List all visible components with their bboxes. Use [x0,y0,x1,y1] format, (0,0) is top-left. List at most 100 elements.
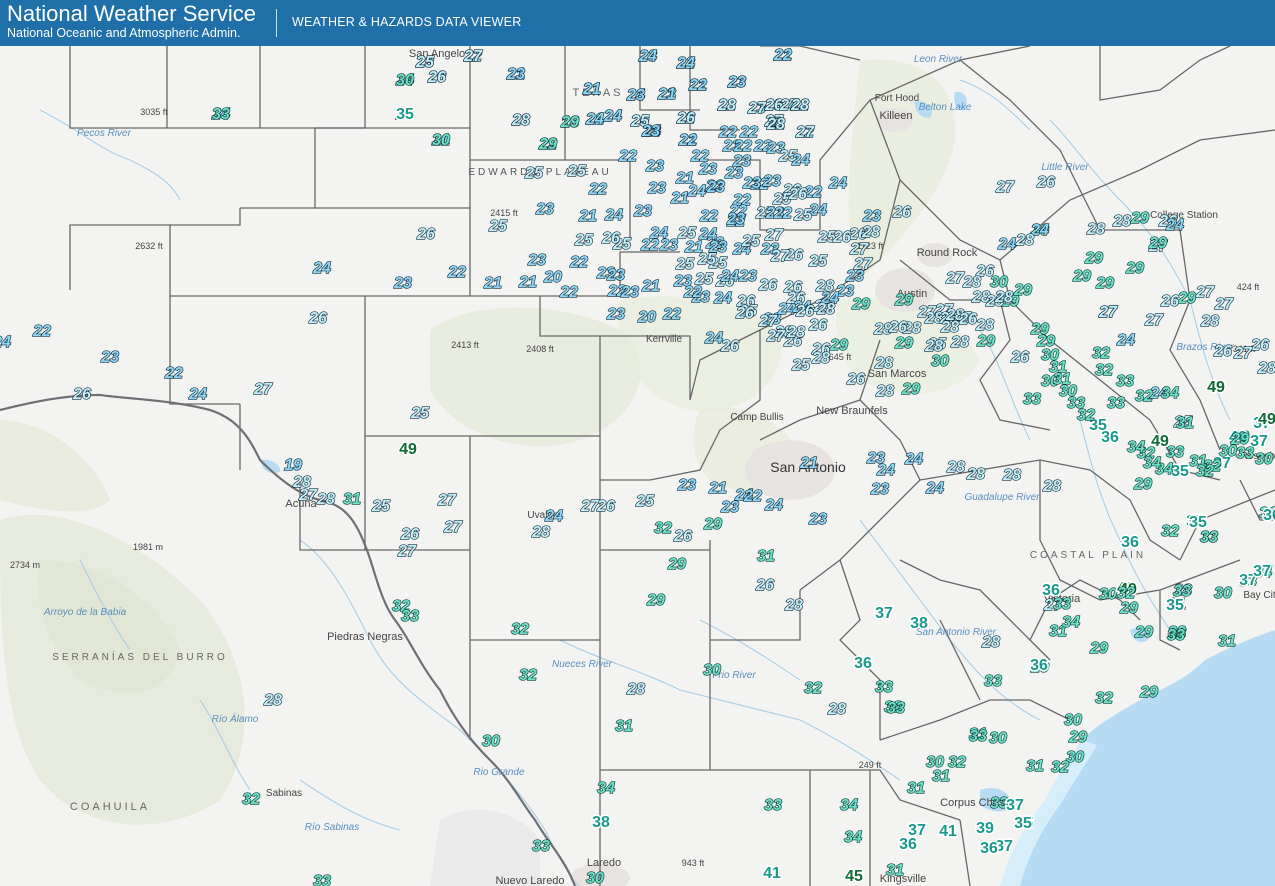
observation-marker[interactable]: 22 [558,283,578,301]
observation-marker[interactable]: 26 [787,185,807,203]
observation-marker[interactable]: 22 [639,236,659,254]
observation-marker[interactable]: 21 [505,65,525,83]
observation-marker[interactable]: 25 [523,164,544,182]
observation-marker[interactable]: 33 [211,105,230,123]
observation-marker[interactable]: 28 [1001,466,1021,484]
observation-marker[interactable]: 23 [741,174,761,192]
observation-marker[interactable]: 28 [1014,231,1034,249]
observation-marker[interactable]: 23 [765,139,785,157]
observation-marker[interactable]: 27 [852,255,873,273]
observation-marker[interactable]: 23 [807,510,827,528]
observation-marker[interactable]: 23 [632,202,652,220]
observation-marker[interactable]: 31 [1048,622,1067,640]
observation-marker[interactable]: 25 [1172,413,1193,431]
observation-marker[interactable]: 28 [860,223,880,241]
observation-marker[interactable]: 49 [1118,580,1139,600]
observation-marker[interactable]: 23 [834,282,854,300]
observation-marker[interactable]: 26 [782,278,802,296]
observation-marker[interactable]: 26 [847,225,867,243]
observation-marker[interactable]: 22 [732,137,752,155]
observation-marker[interactable]: 28 [923,337,943,355]
observation-marker[interactable]: 23 [844,267,864,285]
observation-marker[interactable]: 28 [939,318,959,336]
observation-marker[interactable]: 28 [901,319,921,337]
observation-marker[interactable]: 31 [1188,452,1207,470]
observation-marker[interactable]: 37 [1238,571,1259,591]
observation-marker[interactable]: 26 [600,229,620,247]
observation-marker[interactable]: 24 [675,54,695,72]
observation-marker[interactable]: 27 [579,497,600,515]
observation-marker[interactable]: 32 [947,753,966,771]
observation-marker[interactable]: 31 [756,547,775,565]
observation-marker[interactable]: 24 [1148,384,1168,402]
observation-marker[interactable]: 24 [311,259,331,277]
observation-marker[interactable]: 23 [1229,428,1249,446]
observation-marker[interactable]: 29 [1133,623,1153,641]
observation-marker[interactable]: 35 [1165,596,1186,616]
observation-marker[interactable]: 31 [906,779,925,797]
observation-marker[interactable]: 33 [968,727,987,745]
observation-marker[interactable]: 36 [1120,533,1141,553]
observation-marker[interactable]: 34 [1160,384,1179,402]
observation-marker[interactable]: 26 [735,292,755,310]
observation-marker[interactable]: 26 [1159,292,1179,310]
observation-marker[interactable]: 24 [703,329,723,347]
observation-marker[interactable]: 23 [510,111,530,129]
observation-marker[interactable]: 21 [687,76,707,94]
observation-marker[interactable]: 29 [1138,683,1158,701]
observation-marker[interactable]: 25 [812,297,833,315]
observation-marker[interactable]: 22 [725,212,745,230]
observation-marker[interactable]: 33 [1052,595,1071,613]
observation-marker[interactable]: 29 [1094,274,1114,292]
observation-marker[interactable]: 33 [1106,394,1125,412]
observation-marker[interactable]: 22 [687,76,707,94]
observation-marker[interactable]: 28 [815,300,835,318]
observation-marker[interactable]: 31 [1167,595,1186,613]
observation-marker[interactable]: 25 [370,497,391,515]
observation-marker[interactable]: 28 [1199,312,1219,330]
observation-marker[interactable]: 23 [861,207,881,225]
observation-marker[interactable]: 32 [510,620,529,638]
observation-marker[interactable]: 24 [778,96,798,114]
observation-marker[interactable]: 41 [762,864,783,884]
observation-marker[interactable]: 25 [409,404,430,422]
observation-marker[interactable]: 23 [605,266,625,284]
observation-marker[interactable]: 33 [874,678,893,696]
observation-marker[interactable]: 21 [674,169,694,187]
observation-marker[interactable]: 27 [794,123,815,141]
observation-marker[interactable]: 25 [790,356,811,374]
observation-marker[interactable]: 23 [505,65,525,83]
observation-marker[interactable]: 22 [772,46,792,64]
observation-marker[interactable]: 24 [875,461,895,479]
observation-marker[interactable]: 22 [163,364,183,382]
observation-marker[interactable]: 29 [1067,728,1087,746]
observation-marker[interactable]: 23 [759,240,779,258]
observation-marker[interactable]: 34 [596,779,615,797]
observation-marker[interactable]: 27 [763,112,784,130]
observation-marker[interactable]: 26 [734,304,754,322]
observation-marker[interactable]: 24 [637,47,657,65]
observation-marker[interactable]: 19 [283,456,302,474]
observation-marker[interactable]: 31 [968,725,987,743]
observation-marker[interactable]: 49 [1206,378,1227,398]
observation-marker[interactable]: 28 [944,306,964,324]
observation-marker[interactable]: 36 [1041,581,1062,601]
observation-marker[interactable]: 25 [951,309,972,327]
observation-marker[interactable]: 28 [810,349,830,367]
observation-marker[interactable]: 22 [446,263,466,281]
observation-marker[interactable]: 22 [606,282,626,300]
observation-marker[interactable]: 22 [752,137,772,155]
observation-marker[interactable]: 23 [737,267,757,285]
observation-marker[interactable]: 28 [716,96,736,114]
observation-marker[interactable]: 25 [487,217,508,235]
observation-marker[interactable]: 24 [924,479,944,497]
observation-marker[interactable]: 26 [426,68,446,86]
observation-marker[interactable]: 24 [1029,221,1049,239]
observation-marker[interactable]: 22 [727,202,747,220]
observation-marker[interactable]: 32 [1094,689,1113,707]
observation-marker[interactable]: 20 [636,308,656,326]
observation-marker[interactable]: 21 [640,277,660,295]
observation-marker[interactable]: 29 [1132,475,1152,493]
observation-marker[interactable]: 24 [733,486,753,504]
observation-marker[interactable]: 27 [462,47,483,65]
